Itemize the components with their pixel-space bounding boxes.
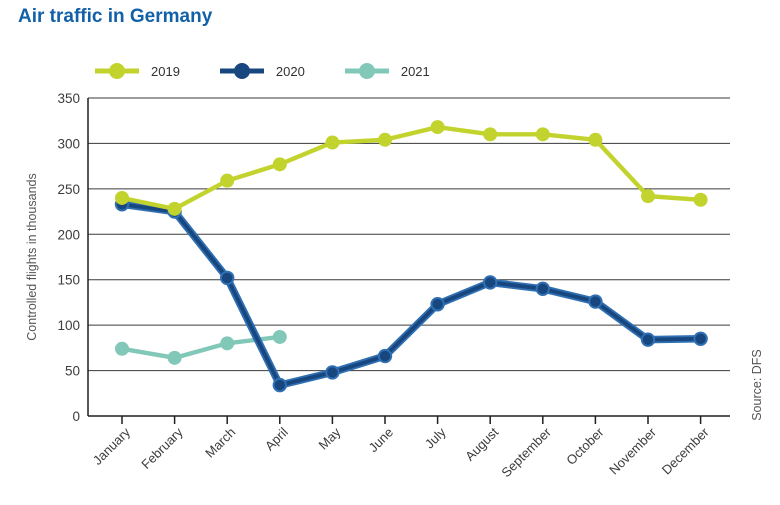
x-tick-label: September bbox=[498, 424, 554, 480]
source-label: Source: DFS bbox=[750, 349, 764, 421]
data-point-2019-December bbox=[693, 192, 708, 207]
legend-item-2020: 2020 bbox=[219, 62, 305, 80]
data-point-2020-June bbox=[377, 348, 393, 364]
x-tick-label: April bbox=[262, 424, 291, 453]
y-tick-label: 50 bbox=[65, 364, 80, 379]
legend-item-2019: 2019 bbox=[95, 62, 180, 80]
legend-label-2019: 2019 bbox=[151, 63, 180, 79]
data-point-2021-March bbox=[220, 336, 235, 351]
data-point-2019-November bbox=[641, 189, 655, 204]
data-point-2020-May bbox=[325, 365, 340, 380]
data-point-2019-April bbox=[272, 157, 287, 172]
data-point-2019-March bbox=[220, 173, 235, 188]
legend-marker-2019-icon bbox=[95, 63, 139, 79]
y-tick-label: 0 bbox=[72, 409, 80, 424]
data-point-2020-July bbox=[430, 297, 445, 312]
data-point-2021-February bbox=[167, 350, 182, 365]
y-tick-label: 200 bbox=[57, 227, 80, 242]
data-point-2020-March bbox=[220, 270, 235, 286]
legend-label-2020: 2020 bbox=[275, 63, 305, 79]
y-tick-label: 100 bbox=[57, 318, 80, 333]
data-point-2021-January bbox=[115, 341, 129, 356]
legend-marker-2020-icon bbox=[219, 63, 264, 79]
x-tick-label: July bbox=[422, 424, 449, 451]
x-tick-label: May bbox=[316, 424, 344, 452]
series-line-2019 bbox=[119, 124, 703, 212]
series-line-2020 bbox=[120, 202, 703, 388]
series-halo-2020 bbox=[118, 200, 705, 389]
x-tick-label: June bbox=[366, 425, 397, 456]
x-tick-label: August bbox=[462, 424, 501, 463]
data-point-2020-December bbox=[693, 331, 708, 346]
data-point-2019-October bbox=[588, 132, 603, 147]
y-axis-label: Controlled flights in thousands bbox=[25, 173, 39, 340]
data-point-2019-August bbox=[483, 127, 498, 142]
legend-marker-2021-icon bbox=[344, 63, 389, 79]
chart-title: Air traffic in Germany bbox=[18, 6, 213, 27]
data-point-2019-May bbox=[325, 135, 340, 150]
legend-label-2021: 2021 bbox=[400, 63, 430, 79]
data-point-2020-November bbox=[640, 332, 656, 347]
data-point-2021-April bbox=[272, 329, 287, 344]
data-point-2020-August bbox=[483, 275, 498, 290]
y-tick-label: 350 bbox=[57, 91, 80, 106]
data-point-2019-July bbox=[430, 120, 445, 135]
x-tick-label: November bbox=[606, 424, 659, 477]
series-line-2021 bbox=[119, 334, 282, 361]
legend-item-2021: 2021 bbox=[344, 62, 430, 80]
data-point-2020-April bbox=[272, 377, 287, 393]
y-tick-label: 150 bbox=[57, 273, 80, 288]
x-tick-label: February bbox=[138, 424, 186, 472]
legend: 2019 2020 2021 bbox=[95, 62, 470, 80]
data-point-2019-February bbox=[167, 201, 182, 216]
data-point-2019-June bbox=[378, 132, 392, 147]
data-point-2019-September bbox=[535, 127, 550, 142]
data-point-2020-September bbox=[535, 281, 550, 296]
y-tick-label: 300 bbox=[57, 136, 80, 151]
data-point-2019-January bbox=[115, 190, 129, 205]
x-tick-label: March bbox=[202, 425, 238, 461]
data-point-2020-October bbox=[588, 294, 603, 309]
y-tick-label: 250 bbox=[57, 182, 80, 197]
x-tick-label: December bbox=[659, 424, 712, 477]
x-tick-label: October bbox=[563, 424, 607, 468]
x-tick-label: January bbox=[90, 424, 134, 468]
